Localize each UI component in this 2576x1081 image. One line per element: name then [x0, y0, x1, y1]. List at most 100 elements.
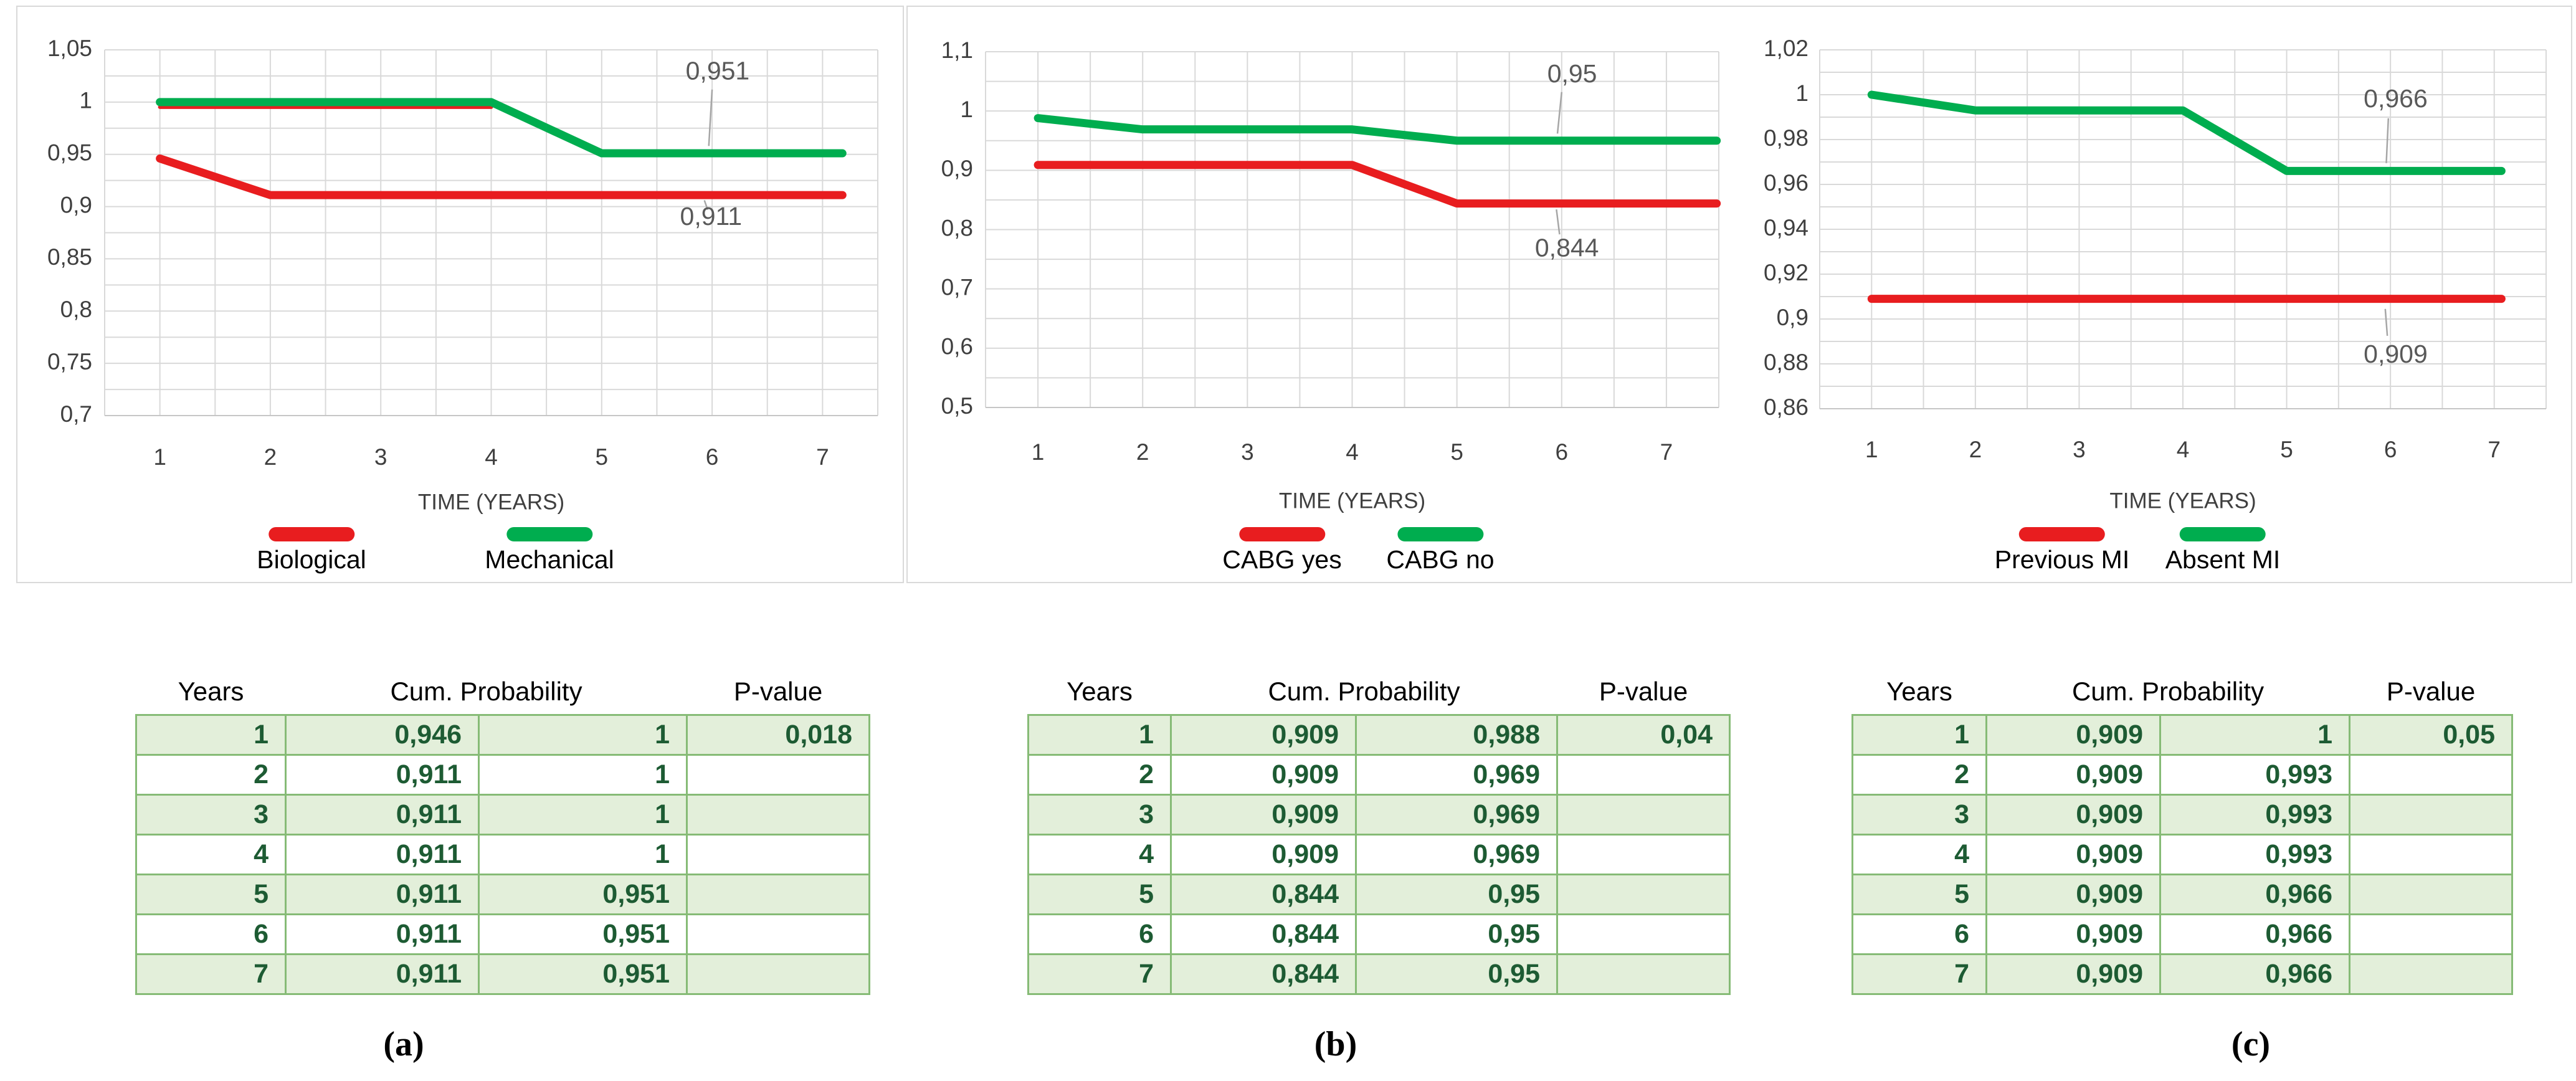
table-row: 2 0,911 1 [135, 754, 871, 796]
series-line-cabg-no [1034, 114, 1721, 145]
table-cell: 0,951 [477, 874, 688, 915]
header-p-value: P-value [687, 669, 870, 715]
y-tick-label: 0,8 [60, 297, 92, 322]
series-line-cabg-yes [1034, 161, 1721, 208]
annotation-leader-line [1556, 209, 1561, 235]
data-label-annotation: 0,966 [2364, 84, 2428, 113]
legend-swatch [1397, 527, 1483, 541]
y-tick-label: 0,94 [1764, 215, 1808, 240]
legend-item-cabg-yes: CABG yes [1222, 527, 1342, 574]
header-cum-probability: Cum. Probability [285, 669, 687, 715]
y-tick-label: 0,9 [941, 156, 973, 181]
table-cell: 0,966 [2159, 953, 2351, 995]
table-cell: 1 [1027, 714, 1172, 756]
annotation-leader-line [2384, 308, 2388, 336]
table-cell: 1 [477, 834, 688, 875]
series-line-mechanical [156, 98, 847, 158]
y-tick-label: 0,96 [1764, 170, 1808, 196]
table-header-row: Years Cum. Probability P-value [1852, 669, 2512, 715]
probability-table-a: Years Cum. Probability P-value 1 0,946 1 0,018… [135, 669, 871, 995]
y-tick-label: 0,85 [47, 244, 92, 270]
table-cell [1556, 913, 1731, 955]
y-tick-label: 0,98 [1764, 125, 1808, 151]
table-cell: 0,95 [1354, 953, 1559, 995]
table-row: 1 0,909 1 0,05 [1851, 714, 2514, 756]
data-label-annotation: 0,95 [1547, 59, 1597, 88]
legend-swatch [269, 527, 354, 541]
table-cell: 0,993 [2159, 754, 2351, 796]
y-tick-label: 1,1 [941, 37, 973, 63]
table-cell: 1 [477, 794, 688, 836]
table-cell: 0,911 [285, 913, 480, 955]
data-label-annotation: 0,951 [686, 57, 750, 85]
x-axis-title: TIME (YEARS) [2109, 488, 2256, 513]
table-cell: 0,911 [285, 874, 480, 915]
y-tick-label: 0,9 [1777, 305, 1808, 330]
table-cell: 0,909 [1985, 913, 2161, 955]
table-cell: 5 [135, 874, 287, 915]
series-line-absent-mi [1867, 90, 2506, 175]
table-cell: 6 [1027, 913, 1172, 955]
y-tick-label: 1,02 [1764, 36, 1808, 61]
table-cell: 3 [1027, 794, 1172, 836]
x-tick-label: 2 [1136, 439, 1149, 465]
table-row: 3 0,911 1 [135, 794, 871, 836]
table-cell: 0,966 [2159, 874, 2351, 915]
header-years: Years [1028, 669, 1171, 715]
y-tick-label: 0,7 [60, 401, 92, 427]
legend-swatch [2180, 527, 2266, 541]
table-cell: 1 [1851, 714, 1987, 756]
table-cell: 0,05 [2349, 714, 2514, 756]
table-cell: 0,969 [1354, 834, 1559, 875]
table-cell: 0,969 [1354, 754, 1559, 796]
table-cell: 0,909 [1985, 714, 2161, 756]
table-cell: 2 [135, 754, 287, 796]
legend-swatch [2018, 527, 2105, 541]
table-cell: 4 [1027, 834, 1172, 875]
table-cell: 1 [477, 754, 688, 796]
table-row: 4 0,909 0,993 [1851, 834, 2514, 875]
table-row: 6 0,844 0,95 [1027, 913, 1731, 955]
y-tick-label: 1 [1795, 80, 1808, 106]
x-tick-label: 3 [1241, 439, 1254, 465]
annotation-leader-line [708, 89, 713, 146]
x-axis-title: TIME (YEARS) [418, 490, 564, 514]
header-p-value: P-value [1557, 669, 1730, 715]
table-row: 3 0,909 0,969 [1027, 794, 1731, 836]
table-row: 6 0,911 0,951 [135, 913, 871, 955]
table-cell: 0,018 [686, 714, 871, 756]
table-cell [2349, 874, 2514, 915]
table-cell [686, 953, 871, 995]
legend-item-absent-mi: Absent MI [2165, 527, 2280, 574]
table-cell: 7 [135, 953, 287, 995]
x-tick-label: 4 [1346, 439, 1359, 465]
table-row: 6 0,909 0,966 [1851, 913, 2514, 955]
table-cell: 0,993 [2159, 834, 2351, 875]
table-row: 1 0,946 1 0,018 [135, 714, 871, 756]
table-row: 5 0,844 0,95 [1027, 874, 1731, 915]
table-row: 5 0,911 0,951 [135, 874, 871, 915]
y-tick-label: 0,95 [47, 140, 92, 165]
y-tick-label: 0,88 [1764, 350, 1808, 375]
table-row: 7 0,911 0,951 [135, 953, 871, 995]
table-cell: 0,911 [285, 953, 480, 995]
annotation-leader-line [2385, 118, 2390, 163]
table-cell [2349, 953, 2514, 995]
data-label-annotation: 0,844 [1535, 234, 1599, 262]
table-cell [686, 794, 871, 836]
data-label-annotation: 0,911 [680, 202, 743, 231]
data-label-annotation: 0,909 [2364, 340, 2428, 368]
x-tick-label: 1 [153, 444, 166, 470]
table-row: 2 0,909 0,969 [1027, 754, 1731, 796]
caption-a: (a) [383, 1025, 424, 1064]
table-row: 4 0,911 1 [135, 834, 871, 875]
table-header-row: Years Cum. Probability P-value [1028, 669, 1730, 715]
x-tick-label: 5 [1450, 439, 1463, 465]
table-cell: 0,909 [1170, 714, 1357, 756]
table-cell: 5 [1027, 874, 1172, 915]
x-tick-label: 2 [264, 444, 277, 470]
table-header-row: Years Cum. Probability P-value [136, 669, 870, 715]
table-cell: 3 [135, 794, 287, 836]
table-cell: 1 [2159, 714, 2351, 756]
